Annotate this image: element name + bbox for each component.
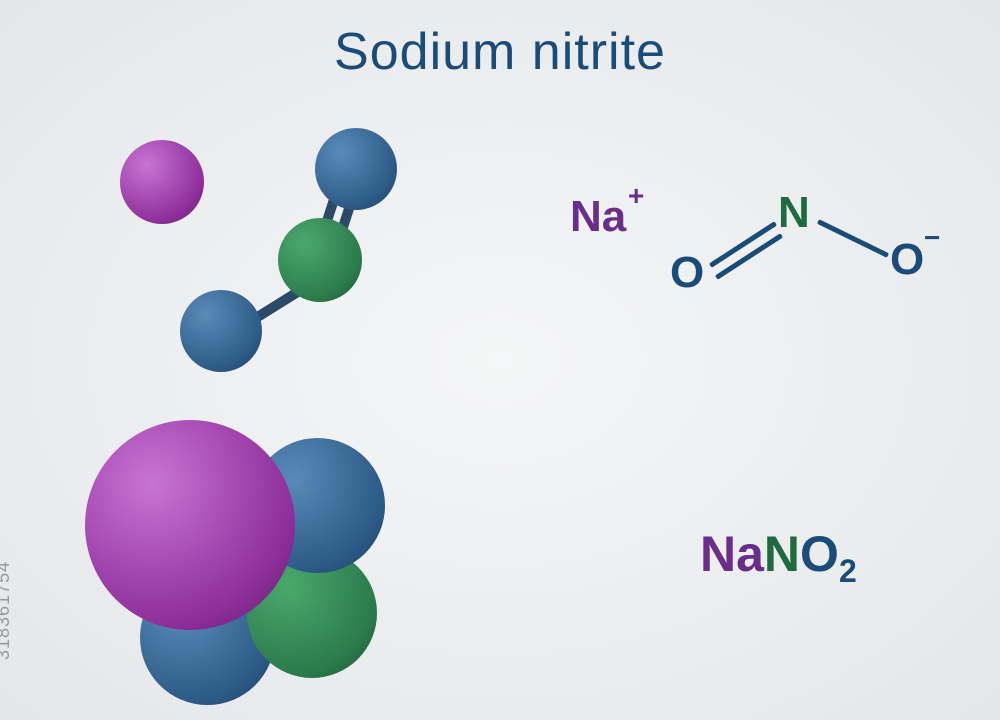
atom-sodium: [120, 140, 204, 224]
molecular-formula: NaNO2: [700, 525, 857, 590]
mf-na: Na: [700, 526, 764, 582]
sf-atom-sodium: [85, 420, 295, 630]
atom-oxygen-top: [315, 128, 397, 210]
mf-n: N: [764, 526, 800, 582]
atom-oxygen-bottom: [180, 290, 262, 372]
label-o-left: O: [670, 248, 704, 298]
stock-id-watermark: 318361754: [0, 561, 14, 660]
label-na-charge: +: [628, 180, 644, 212]
atom-nitrogen: [278, 218, 362, 302]
sf-bond-single: [817, 219, 889, 258]
mf-o: O: [800, 526, 839, 582]
label-o-right: O: [890, 235, 924, 285]
label-o-charge: −: [924, 222, 940, 254]
mf-sub2: 2: [839, 553, 857, 589]
label-n: N: [778, 188, 810, 238]
structural-formula: Na + O N O −: [570, 170, 950, 340]
compound-title: Sodium nitrite: [334, 22, 666, 82]
label-na: Na: [570, 192, 626, 242]
